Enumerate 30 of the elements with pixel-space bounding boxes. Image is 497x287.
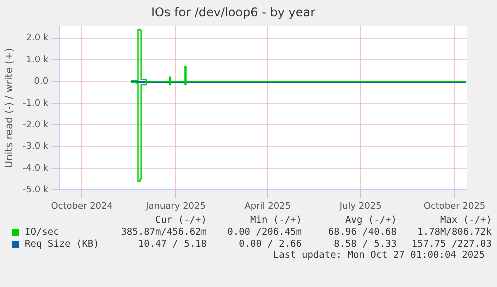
x-tick-label: October 2025 xyxy=(424,202,486,212)
y-tick-label: 1.0 k xyxy=(26,55,50,66)
x-tick-label: January 2025 xyxy=(145,202,206,212)
y-axis-title: Units read (-) / write (+) xyxy=(4,48,16,168)
text: 157.75 /227.03 xyxy=(410,239,492,250)
y-tick-label: -4.0 k xyxy=(22,164,50,174)
y-tick-label: -2.0 k xyxy=(22,120,50,130)
text: 0.00 / 2.66 xyxy=(238,239,302,250)
text: 10.47 / 5.18 xyxy=(137,239,207,250)
y-tick-label: -3.0 k xyxy=(22,142,50,152)
text: 8.58 / 5.33 xyxy=(333,239,397,250)
y-tick-label: 2.0 k xyxy=(26,34,50,44)
text: 1.78M/806.72k xyxy=(416,227,492,238)
legend-label: IO/sec xyxy=(24,227,60,238)
text: Cur (-/+) xyxy=(154,215,207,226)
y-tick-label: -1.0 k xyxy=(22,98,50,109)
legend-label: Req Size (KB) xyxy=(24,239,100,250)
x-tick-label: April 2025 xyxy=(244,202,292,212)
x-tick-label: October 2024 xyxy=(51,202,114,212)
text: 0.00 /206.45m xyxy=(226,227,302,238)
chart-title: IOs for /dev/loop6 - by year xyxy=(151,5,316,20)
y-tick-label: 0.0 xyxy=(34,77,49,88)
x-tick-label: July 2025 xyxy=(338,202,382,212)
text: Max (-/+) xyxy=(440,215,492,226)
text: Last update: Mon Oct 27 01:00:04 2025 xyxy=(272,250,485,261)
text: 385.87m/456.62m xyxy=(120,227,207,238)
text: 68.96 /40.68 xyxy=(327,227,397,238)
y-tick-label: -5.0 k xyxy=(22,186,50,196)
text: Avg (-/+) xyxy=(344,215,397,226)
text: Min (-/+) xyxy=(250,215,302,226)
